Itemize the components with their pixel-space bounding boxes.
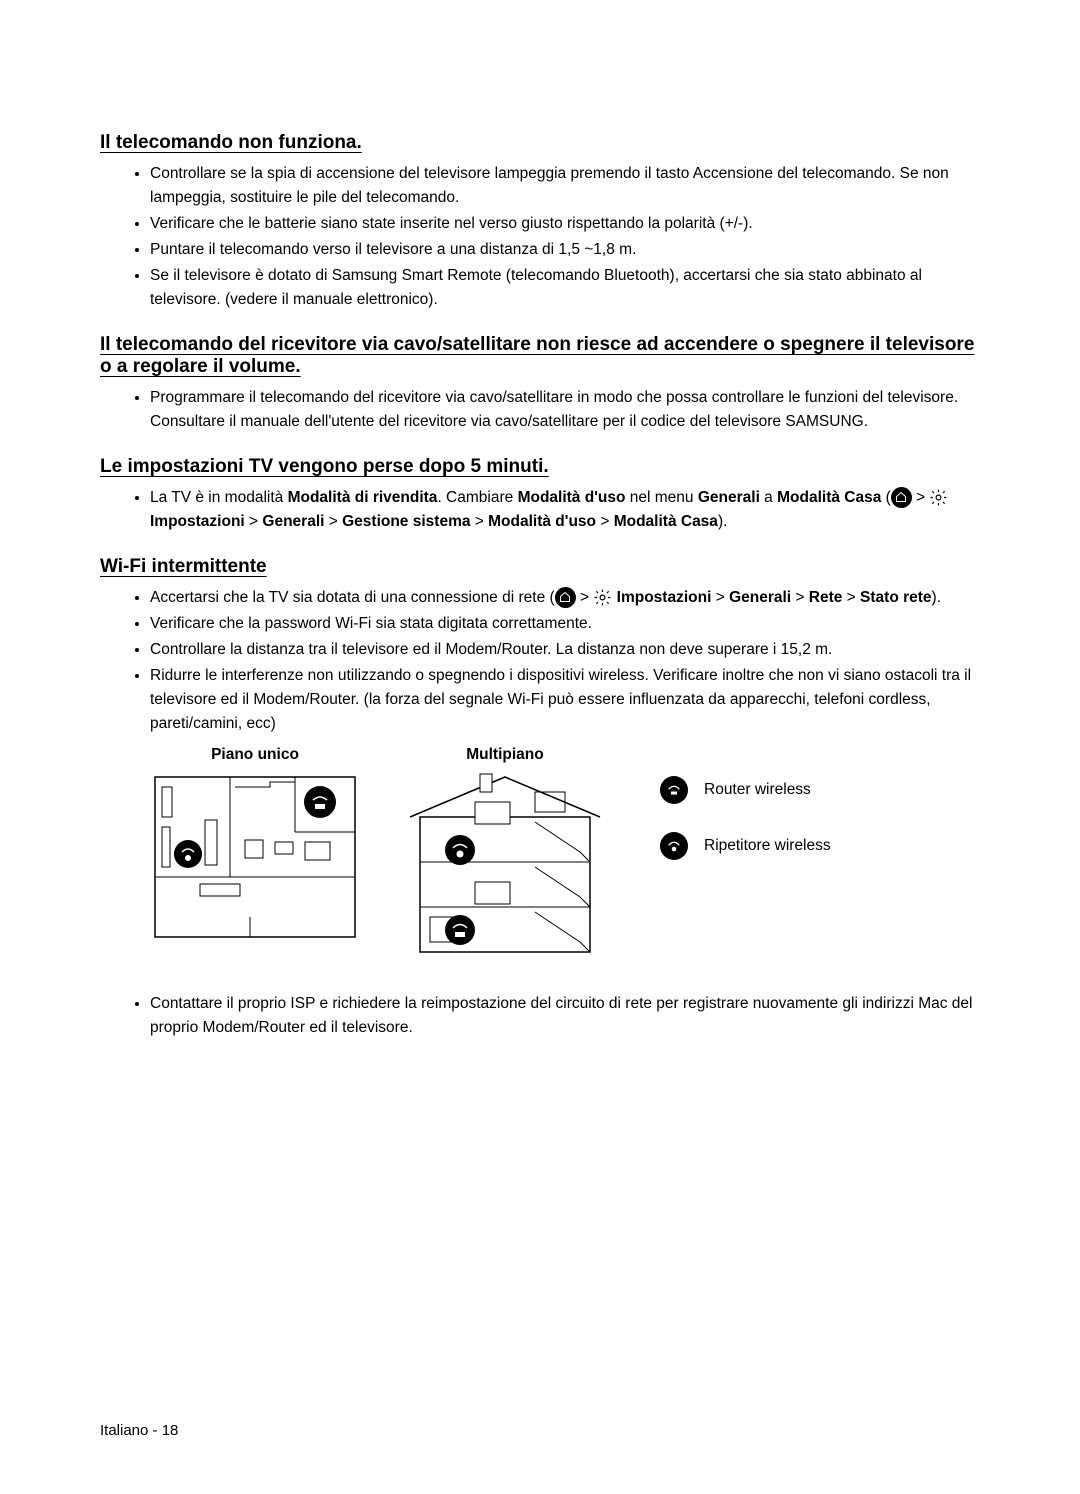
bold-text: Modalità d'uso: [518, 489, 626, 506]
text-span: ).: [718, 513, 727, 530]
section-heading-cable-remote: Il telecomando del ricevitore via cavo/s…: [100, 334, 980, 378]
text-span: . Cambiare: [437, 489, 517, 506]
list-item: Programmare il telecomando del ricevitor…: [150, 386, 980, 434]
legend-label: Router wireless: [704, 781, 811, 799]
diagram-multi-floor: Multipiano: [400, 746, 610, 962]
bullet-list: Accertarsi che la TV sia dotata di una c…: [100, 586, 980, 736]
diagram-title-multi: Multipiano: [400, 746, 610, 764]
bold-text: Generali: [262, 513, 324, 530]
page-footer: Italiano - 18: [100, 1422, 178, 1439]
text-span: >: [470, 513, 488, 530]
text-span: >: [791, 589, 809, 606]
text-span: >: [324, 513, 342, 530]
text-span: (: [881, 489, 890, 506]
list-item: Verificare che le batterie siano state i…: [150, 212, 980, 236]
bold-text: Gestione sistema: [342, 513, 470, 530]
bold-text: Modalità Casa: [777, 489, 881, 506]
bullet-list: Contattare il proprio ISP e richiedere l…: [100, 992, 980, 1040]
list-item: Controllare se la spia di accensione del…: [150, 162, 980, 210]
text-span: nel menu: [625, 489, 697, 506]
bold-text: Impostazioni: [617, 589, 712, 606]
text-span: ).: [932, 589, 941, 606]
gear-icon: [929, 488, 948, 507]
diagram-title-single: Piano unico: [150, 746, 360, 764]
home-icon: [555, 587, 576, 608]
diagrams-row: Piano unico: [100, 746, 980, 962]
text-span: a: [760, 489, 777, 506]
diagram-single-floor: Piano unico: [150, 746, 360, 962]
bullet-list: Programmare il telecomando del ricevitor…: [100, 386, 980, 434]
list-item: Verificare che la password Wi-Fi sia sta…: [150, 612, 980, 636]
list-item: Puntare il telecomando verso il televiso…: [150, 238, 980, 262]
list-item: Contattare il proprio ISP e richiedere l…: [150, 992, 980, 1040]
list-item: Controllare la distanza tra il televisor…: [150, 638, 980, 662]
list-item: Ridurre le interferenze non utilizzando …: [150, 664, 980, 736]
text-span: >: [576, 589, 594, 606]
bold-text: Impostazioni: [150, 513, 245, 530]
bold-text: Rete: [809, 589, 843, 606]
gear-icon: [593, 588, 612, 607]
text-span: >: [842, 589, 860, 606]
section-heading-settings-lost: Le impostazioni TV vengono perse dopo 5 …: [100, 456, 980, 478]
bullet-list: Controllare se la spia di accensione del…: [100, 162, 980, 312]
section-heading-remote: Il telecomando non funziona.: [100, 132, 980, 154]
floorplan-single-icon: [150, 772, 360, 942]
repeater-icon: [660, 832, 688, 860]
bold-text: Stato rete: [860, 589, 932, 606]
bold-text: Generali: [698, 489, 760, 506]
home-icon: [891, 487, 912, 508]
bold-text: Generali: [729, 589, 791, 606]
router-icon: [660, 776, 688, 804]
legend-item-repeater: Ripetitore wireless: [660, 832, 831, 860]
text-span: >: [711, 589, 729, 606]
bullet-list: La TV è in modalità Modalità di rivendit…: [100, 486, 980, 534]
legend-label: Ripetitore wireless: [704, 837, 831, 855]
list-item: La TV è in modalità Modalità di rivendit…: [150, 486, 980, 534]
section-heading-wifi: Wi-Fi intermittente: [100, 556, 980, 578]
bold-text: Modalità di rivendita: [288, 489, 438, 506]
text-span: La TV è in modalità: [150, 489, 288, 506]
text-span: Accertarsi che la TV sia dotata di una c…: [150, 589, 555, 606]
floorplan-multi-icon: [400, 772, 610, 962]
text-span: >: [596, 513, 614, 530]
text-span: >: [245, 513, 263, 530]
bold-text: Modalità Casa: [614, 513, 718, 530]
text-span: >: [912, 489, 930, 506]
list-item: Se il televisore è dotato di Samsung Sma…: [150, 264, 980, 312]
bold-text: Modalità d'uso: [488, 513, 596, 530]
list-item: Accertarsi che la TV sia dotata di una c…: [150, 586, 980, 610]
legend-item-router: Router wireless: [660, 776, 831, 804]
diagram-legend: Router wireless Ripetitore wireless: [660, 746, 831, 962]
